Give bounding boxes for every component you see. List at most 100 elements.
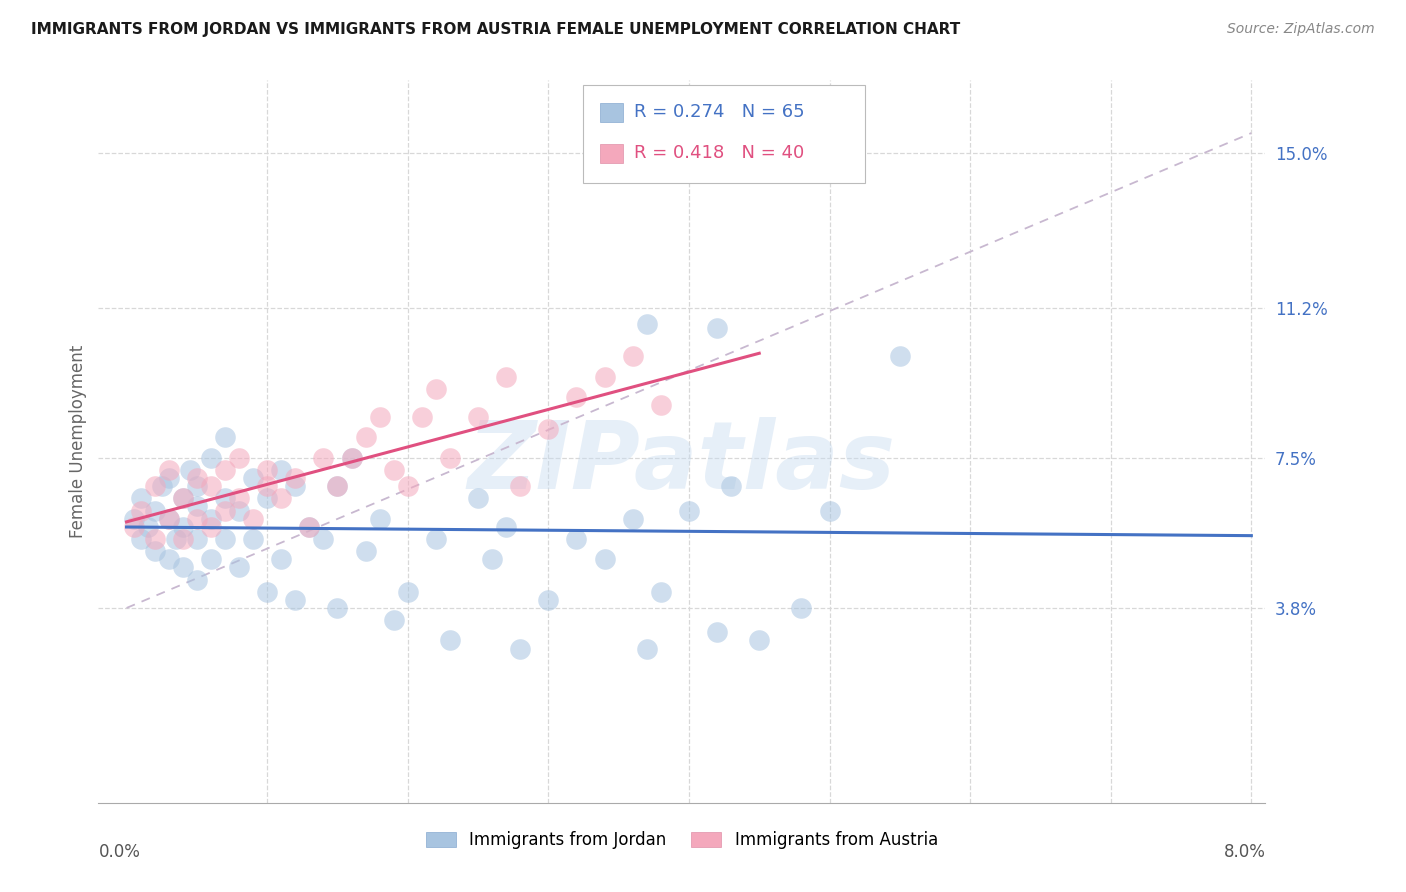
Immigrants from Jordan [270, 552, 292, 566]
Immigrants from Jordan [396, 584, 419, 599]
Immigrants from Austria [228, 491, 250, 506]
Immigrants from Jordan [172, 560, 194, 574]
Immigrants from Jordan [284, 479, 307, 493]
Immigrants from Austria [326, 479, 349, 493]
Immigrants from Austria [354, 430, 377, 444]
Immigrants from Austria [298, 520, 321, 534]
Immigrants from Austria [537, 422, 560, 436]
Immigrants from Austria [214, 503, 236, 517]
Text: ZIPatlas: ZIPatlas [468, 417, 896, 509]
Immigrants from Jordan [636, 641, 658, 656]
Text: 8.0%: 8.0% [1223, 843, 1265, 861]
Immigrants from Jordan [228, 560, 250, 574]
Immigrants from Jordan [165, 532, 187, 546]
Immigrants from Austria [425, 382, 447, 396]
Immigrants from Jordan [889, 349, 911, 363]
Immigrants from Austria [650, 398, 672, 412]
Immigrants from Jordan [256, 491, 278, 506]
Immigrants from Jordan [186, 532, 208, 546]
Immigrants from Jordan [326, 601, 349, 615]
Immigrants from Jordan [129, 532, 152, 546]
Immigrants from Jordan [179, 463, 201, 477]
Immigrants from Jordan [122, 511, 145, 525]
Immigrants from Austria [122, 520, 145, 534]
Immigrants from Austria [214, 463, 236, 477]
Immigrants from Jordan [706, 625, 728, 640]
Immigrants from Austria [200, 520, 222, 534]
Immigrants from Austria [439, 450, 461, 465]
Immigrants from Austria [186, 471, 208, 485]
Text: R = 0.274   N = 65: R = 0.274 N = 65 [634, 103, 804, 121]
Immigrants from Jordan [706, 321, 728, 335]
Immigrants from Jordan [214, 532, 236, 546]
Immigrants from Austria [186, 511, 208, 525]
Immigrants from Jordan [214, 491, 236, 506]
Immigrants from Jordan [256, 584, 278, 599]
Immigrants from Austria [284, 471, 307, 485]
Immigrants from Jordan [565, 532, 588, 546]
Immigrants from Jordan [157, 471, 180, 485]
Legend: Immigrants from Jordan, Immigrants from Austria: Immigrants from Jordan, Immigrants from … [419, 824, 945, 856]
Text: R = 0.418   N = 40: R = 0.418 N = 40 [634, 145, 804, 162]
Immigrants from Jordan [143, 544, 166, 558]
Text: Source: ZipAtlas.com: Source: ZipAtlas.com [1227, 22, 1375, 37]
Immigrants from Austria [467, 410, 489, 425]
Immigrants from Austria [340, 450, 363, 465]
Immigrants from Jordan [157, 552, 180, 566]
Immigrants from Austria [172, 491, 194, 506]
Immigrants from Jordan [298, 520, 321, 534]
Immigrants from Austria [509, 479, 531, 493]
Immigrants from Austria [621, 349, 644, 363]
Immigrants from Austria [495, 369, 517, 384]
Immigrants from Austria [256, 479, 278, 493]
Immigrants from Jordan [818, 503, 841, 517]
Immigrants from Jordan [270, 463, 292, 477]
Immigrants from Jordan [650, 584, 672, 599]
Immigrants from Jordan [636, 317, 658, 331]
Immigrants from Jordan [143, 503, 166, 517]
Immigrants from Austria [129, 503, 152, 517]
Immigrants from Austria [200, 479, 222, 493]
Immigrants from Jordan [172, 491, 194, 506]
Immigrants from Jordan [467, 491, 489, 506]
Immigrants from Austria [256, 463, 278, 477]
Text: IMMIGRANTS FROM JORDAN VS IMMIGRANTS FROM AUSTRIA FEMALE UNEMPLOYMENT CORRELATIO: IMMIGRANTS FROM JORDAN VS IMMIGRANTS FRO… [31, 22, 960, 37]
Immigrants from Jordan [621, 511, 644, 525]
Immigrants from Jordan [172, 520, 194, 534]
Immigrants from Jordan [425, 532, 447, 546]
Immigrants from Jordan [242, 471, 264, 485]
Immigrants from Jordan [214, 430, 236, 444]
Immigrants from Jordan [593, 552, 616, 566]
Immigrants from Jordan [242, 532, 264, 546]
Immigrants from Jordan [186, 500, 208, 514]
Immigrants from Austria [143, 532, 166, 546]
Immigrants from Austria [228, 450, 250, 465]
Immigrants from Austria [368, 410, 391, 425]
Immigrants from Jordan [537, 592, 560, 607]
Immigrants from Jordan [439, 633, 461, 648]
Immigrants from Austria [172, 532, 194, 546]
Immigrants from Jordan [790, 601, 813, 615]
Immigrants from Jordan [354, 544, 377, 558]
Immigrants from Austria [565, 390, 588, 404]
Immigrants from Austria [312, 450, 335, 465]
Immigrants from Jordan [678, 503, 700, 517]
Immigrants from Austria [157, 463, 180, 477]
Immigrants from Jordan [200, 552, 222, 566]
Immigrants from Austria [382, 463, 405, 477]
Immigrants from Jordan [284, 592, 307, 607]
Immigrants from Jordan [157, 511, 180, 525]
Immigrants from Jordan [200, 450, 222, 465]
Immigrants from Jordan [368, 511, 391, 525]
Immigrants from Jordan [382, 613, 405, 627]
Immigrants from Jordan [228, 503, 250, 517]
Immigrants from Jordan [136, 520, 159, 534]
Immigrants from Austria [157, 511, 180, 525]
Immigrants from Austria [411, 410, 433, 425]
Immigrants from Jordan [150, 479, 173, 493]
Immigrants from Jordan [495, 520, 517, 534]
Immigrants from Austria [270, 491, 292, 506]
Immigrants from Jordan [748, 633, 770, 648]
Text: 0.0%: 0.0% [98, 843, 141, 861]
Immigrants from Jordan [186, 479, 208, 493]
